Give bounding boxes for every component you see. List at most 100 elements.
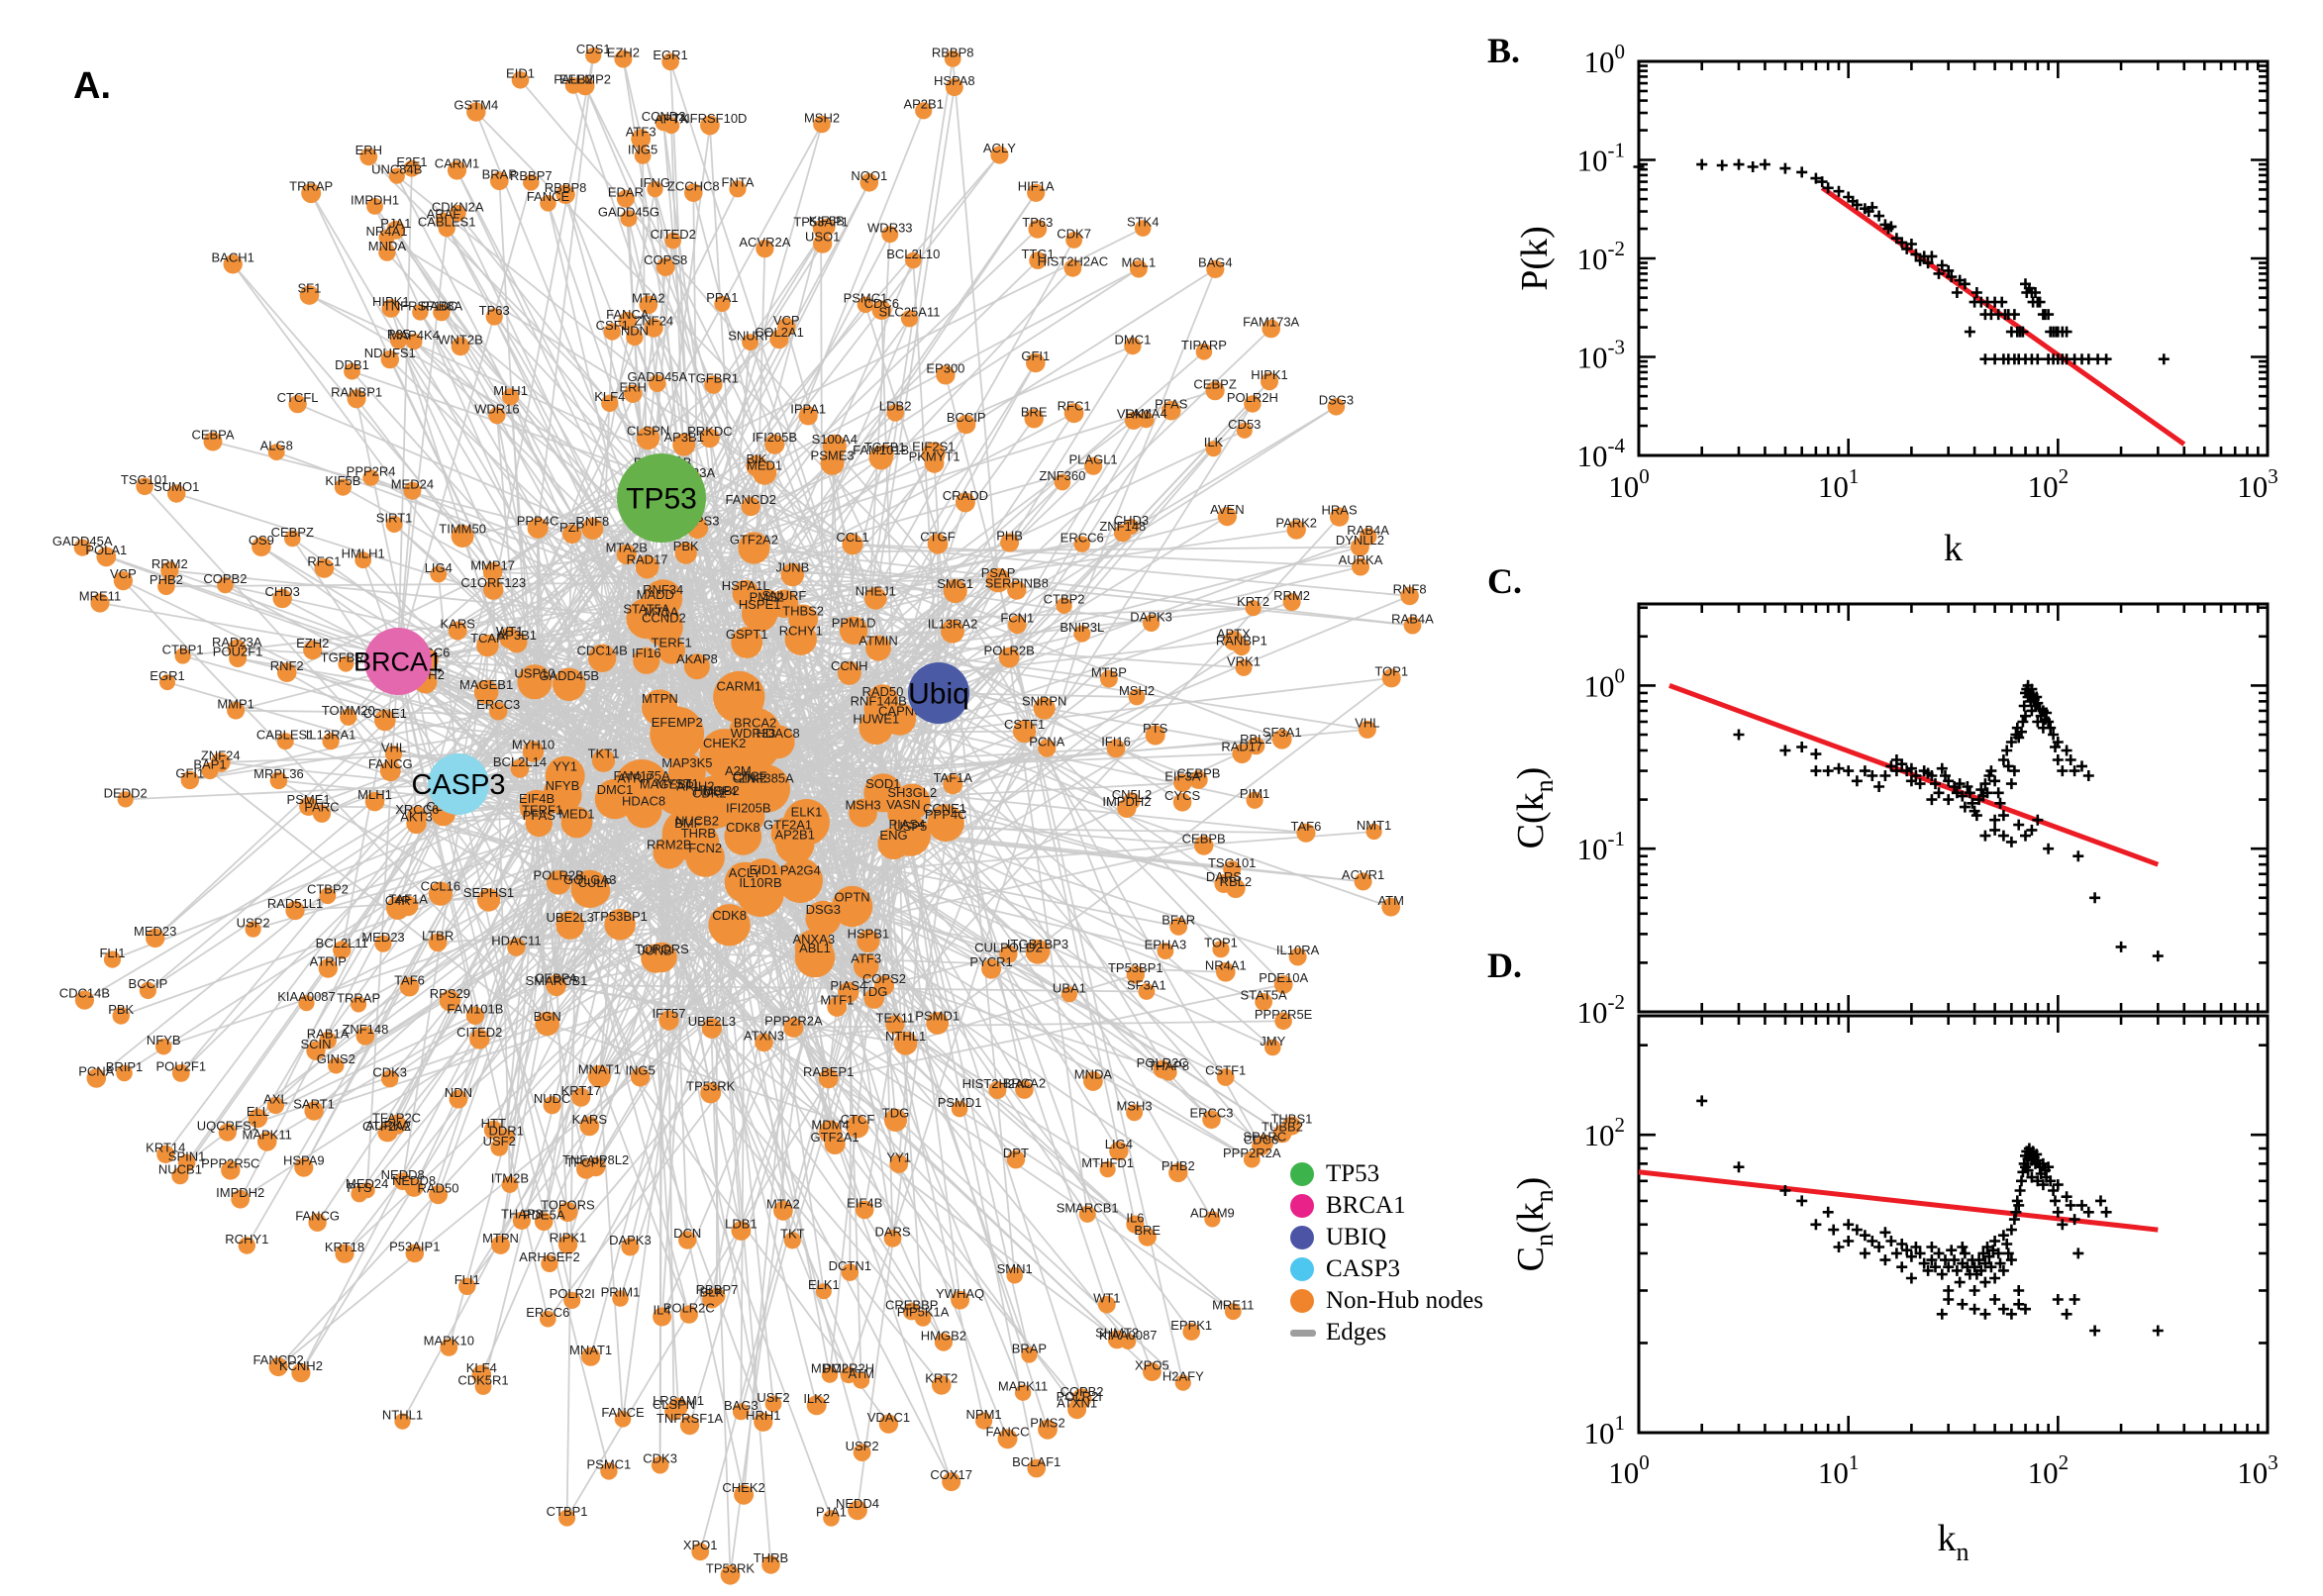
gene-node-label: AURKA bbox=[1339, 552, 1383, 567]
gene-node bbox=[1073, 536, 1090, 552]
gene-node-label: TIPARP bbox=[1181, 338, 1227, 352]
network-edge bbox=[763, 1022, 938, 1044]
tick-label: 10-2 bbox=[1577, 990, 1626, 1030]
panel-c-label: C. bbox=[1487, 561, 1522, 601]
gene-node bbox=[1202, 1110, 1221, 1130]
gene-node-label: MSH3 bbox=[1117, 1099, 1153, 1114]
gene-node bbox=[556, 911, 585, 940]
gene-node bbox=[742, 334, 758, 350]
gene-node bbox=[403, 481, 422, 500]
gene-node-label: TAF1A bbox=[388, 892, 428, 907]
gene-node bbox=[171, 1064, 190, 1082]
fit-line bbox=[1638, 1169, 2159, 1233]
network-edge bbox=[692, 192, 804, 620]
gene-node-label: EIF3A bbox=[1164, 768, 1200, 783]
panel-a-label: A. bbox=[73, 65, 111, 107]
gene-node-label: HMGB2 bbox=[921, 1328, 966, 1343]
gene-node-label: BRIP1 bbox=[106, 1059, 144, 1074]
gene-node-label: POLR2B bbox=[984, 643, 1035, 657]
gene-node-label: TOPORS bbox=[635, 942, 689, 956]
gene-node bbox=[386, 220, 406, 240]
gene-node-label: MMP1 bbox=[217, 696, 254, 711]
gene-node bbox=[1358, 720, 1376, 739]
gene-node bbox=[743, 858, 785, 901]
gene-node-label: CTCFL bbox=[277, 390, 319, 405]
network-edge bbox=[240, 843, 796, 1200]
gene-node bbox=[1327, 398, 1346, 416]
gene-node bbox=[656, 257, 675, 276]
gene-node bbox=[837, 661, 861, 685]
gene-node bbox=[988, 1081, 1007, 1099]
tick-label: 10-2 bbox=[1577, 237, 1626, 276]
gene-node bbox=[784, 623, 817, 655]
gene-node-label: CTBP1 bbox=[162, 643, 204, 657]
gene-node-label: TNFRSF10D bbox=[672, 111, 747, 126]
gene-node-label: BACH1 bbox=[212, 249, 254, 264]
gene-node bbox=[540, 1310, 556, 1328]
gene-node bbox=[412, 304, 429, 321]
gene-node bbox=[285, 900, 305, 921]
gene-node-label: PYCR1 bbox=[969, 954, 1012, 969]
gene-node bbox=[501, 1176, 519, 1193]
gene-node-label: RAD17 bbox=[1221, 740, 1262, 754]
gene-node-label: KIAA0087 bbox=[277, 989, 336, 1004]
gene-node-label: TGFBR1 bbox=[688, 370, 739, 385]
gene-node-label: TDG bbox=[860, 984, 887, 999]
gene-node-label: DYNLL2 bbox=[1336, 533, 1384, 548]
gene-node-label: PARC bbox=[304, 800, 339, 815]
gene-node-label: TNFAIP8L2 bbox=[562, 1152, 629, 1167]
gene-node bbox=[742, 595, 778, 632]
gene-node-label: CHD3 bbox=[1114, 513, 1149, 528]
network-edge bbox=[442, 813, 610, 1472]
gene-node-label: EIF4B bbox=[519, 791, 555, 806]
gene-node-label: PSMD1 bbox=[938, 1095, 982, 1110]
gene-node-label: RRM2 bbox=[152, 556, 188, 571]
gene-node bbox=[399, 976, 420, 997]
gene-node bbox=[1212, 941, 1230, 958]
gene-node bbox=[738, 532, 770, 564]
network-edge bbox=[660, 497, 1018, 626]
gene-node-label: EFEMP2 bbox=[652, 715, 703, 730]
gene-node bbox=[1107, 1330, 1127, 1349]
gene-node bbox=[683, 653, 710, 680]
gene-node-label: FANCG bbox=[368, 756, 413, 771]
gene-node bbox=[1014, 1384, 1032, 1401]
gene-node bbox=[877, 827, 910, 860]
gene-node-label: SEPHS1 bbox=[463, 885, 514, 900]
gene-node-label: COPB2 bbox=[1060, 1384, 1103, 1399]
legend-label: Non-Hub nodes bbox=[1326, 1287, 1484, 1314]
gene-node-label: CRADD bbox=[943, 488, 988, 503]
network-edge bbox=[997, 579, 1184, 1383]
gene-node bbox=[389, 332, 408, 349]
gene-node-label: COX17 bbox=[930, 1467, 972, 1482]
axis-label: Cn(kn) bbox=[1510, 1177, 1559, 1272]
gene-node bbox=[955, 492, 975, 513]
gene-node bbox=[1065, 232, 1082, 249]
gene-node-label: TP53BP1 bbox=[1108, 960, 1163, 975]
gene-node-label: AKAP8 bbox=[676, 651, 718, 666]
gene-node-label: CDK3 bbox=[372, 1065, 407, 1080]
gene-node-label: CDK8 bbox=[726, 820, 760, 835]
hub-node-tp53 bbox=[617, 453, 706, 543]
gene-node bbox=[1078, 1205, 1096, 1223]
gene-node bbox=[543, 1096, 561, 1115]
gene-node-label: HRH1 bbox=[746, 1408, 780, 1423]
gene-node bbox=[334, 478, 352, 496]
gene-node-label: ERCC3 bbox=[1189, 1106, 1233, 1121]
gene-node bbox=[359, 148, 378, 166]
gene-node bbox=[603, 323, 621, 341]
gene-node bbox=[894, 783, 931, 820]
gene-node-label: SPIN1 bbox=[168, 1148, 206, 1163]
gene-node bbox=[761, 1555, 780, 1574]
gene-node-label: MAGEB1 bbox=[640, 777, 693, 792]
gene-node-label: MNDA bbox=[1074, 1067, 1113, 1082]
gene-node bbox=[388, 167, 405, 184]
gene-node-label: HTT bbox=[481, 1116, 506, 1131]
gene-node-label: SCIN bbox=[300, 1037, 331, 1051]
gene-node-label: CTBP2 bbox=[1044, 592, 1085, 607]
gene-node bbox=[223, 254, 243, 274]
network-edge bbox=[640, 822, 947, 1078]
gene-node bbox=[1134, 220, 1152, 237]
gene-node-label: TSG101 bbox=[121, 472, 168, 487]
gene-node bbox=[674, 775, 717, 817]
